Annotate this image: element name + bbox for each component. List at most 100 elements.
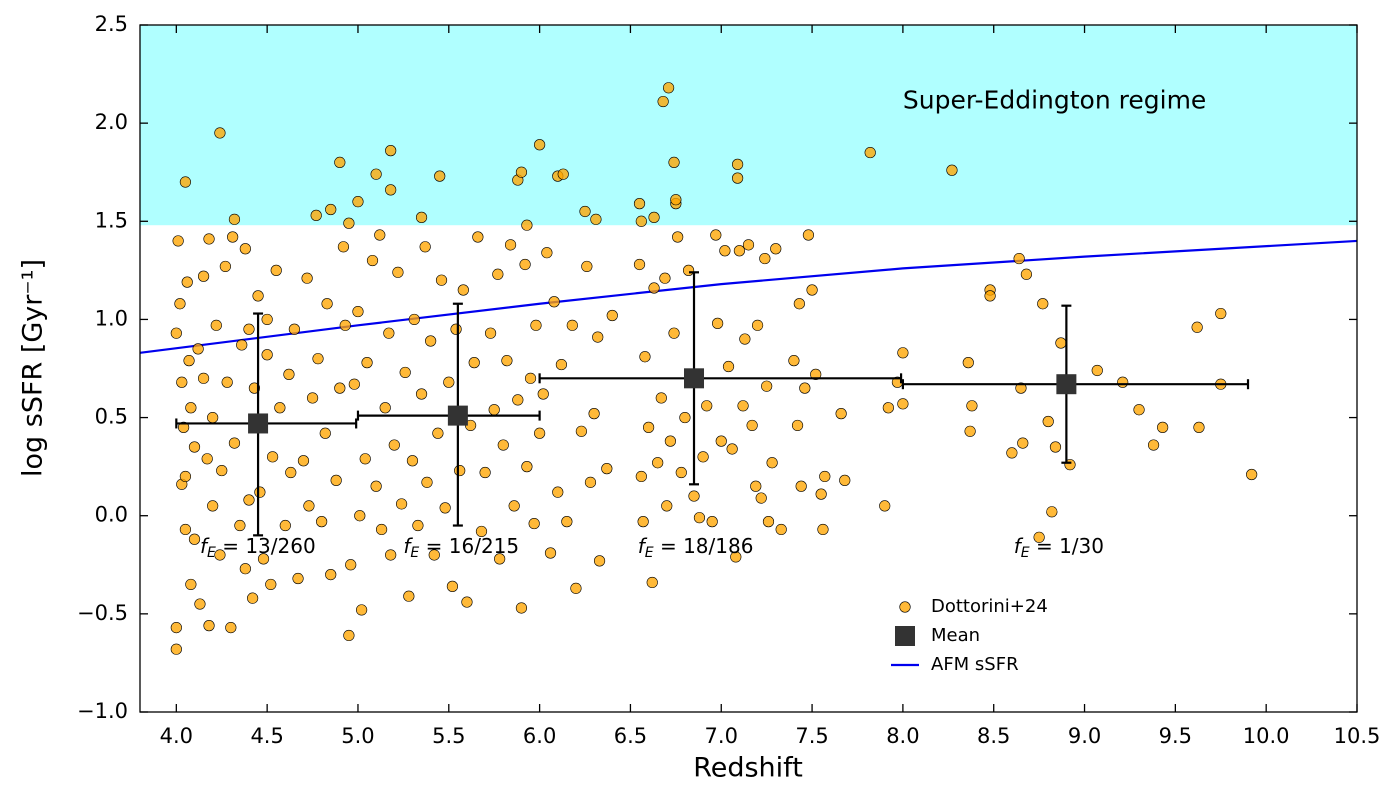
- data-point: [806, 284, 818, 296]
- data-point: [385, 145, 397, 157]
- annotation: fE = 18/186: [638, 534, 754, 562]
- data-point: [403, 590, 415, 602]
- data-point: [219, 260, 231, 273]
- data-point: [508, 500, 520, 512]
- data-point: [383, 327, 395, 339]
- data-point: [334, 156, 346, 168]
- data-point: [197, 372, 210, 384]
- data-point: [210, 319, 222, 331]
- data-point: [385, 184, 397, 196]
- data-point: [1246, 468, 1258, 481]
- data-point: [428, 549, 440, 561]
- annotation: fE = 16/215: [403, 534, 519, 562]
- data-point: [788, 355, 800, 367]
- data-point: [637, 516, 649, 528]
- data-point: [348, 378, 360, 390]
- data-point: [421, 476, 433, 488]
- data-point: [176, 376, 188, 388]
- data-point: [810, 368, 822, 380]
- data-point: [1117, 376, 1129, 388]
- data-point: [710, 229, 722, 241]
- data-point: [530, 319, 542, 331]
- data-point: [701, 400, 713, 412]
- data-point: [581, 260, 593, 273]
- annotation-symbol: f: [1014, 534, 1024, 558]
- data-point: [742, 239, 755, 251]
- data-point: [197, 270, 210, 282]
- data-point: [635, 215, 647, 227]
- data-point: [592, 331, 604, 343]
- data-point: [228, 213, 241, 225]
- data-point: [504, 239, 517, 251]
- data-point: [575, 425, 587, 437]
- data-point: [399, 366, 411, 379]
- data-point: [1033, 531, 1045, 543]
- y-tick-label: −0.5: [77, 601, 128, 625]
- data-point: [170, 621, 182, 634]
- data-point: [279, 519, 291, 532]
- data-point: [392, 266, 404, 278]
- data-point: [310, 209, 322, 221]
- data-point: [662, 82, 675, 94]
- data-point: [434, 170, 446, 182]
- data-point: [188, 533, 201, 545]
- data-point: [657, 95, 669, 108]
- data-point: [361, 357, 373, 369]
- data-point: [697, 451, 709, 463]
- data-point: [1157, 421, 1169, 433]
- data-point: [668, 156, 680, 168]
- data-point: [192, 343, 204, 355]
- data-point: [661, 500, 673, 512]
- data-point: [185, 402, 197, 414]
- data-point: [497, 439, 509, 451]
- data-point: [221, 376, 233, 388]
- data-point: [633, 258, 646, 271]
- data-point: [492, 268, 504, 280]
- data-point: [1020, 268, 1033, 280]
- data-point: [548, 296, 560, 308]
- data-point: [354, 510, 366, 522]
- data-point: [570, 582, 582, 594]
- data-point: [1133, 404, 1145, 416]
- data-point: [746, 419, 758, 432]
- data-point: [472, 231, 484, 243]
- data-point: [750, 480, 762, 492]
- data-point: [216, 464, 228, 477]
- data-point: [312, 353, 324, 365]
- data-point: [1049, 441, 1062, 453]
- annotation-subscript: E: [1021, 545, 1030, 561]
- data-point: [639, 351, 651, 363]
- data-point: [379, 402, 391, 414]
- x-tick-label: 7.5: [795, 724, 828, 748]
- data-point: [479, 466, 491, 479]
- data-point: [762, 516, 775, 528]
- data-point: [425, 335, 437, 347]
- data-point: [185, 578, 197, 591]
- data-point: [330, 474, 342, 486]
- data-point: [534, 427, 546, 439]
- annotation: fE = 13/260: [200, 534, 316, 562]
- data-point: [408, 313, 420, 326]
- data-point: [839, 474, 851, 486]
- y-tick-label: 2.5: [95, 12, 128, 36]
- data-point: [835, 408, 847, 420]
- data-point: [579, 205, 591, 218]
- x-tick-label: 9.5: [1159, 724, 1192, 748]
- data-point: [515, 166, 528, 178]
- data-point: [261, 313, 273, 326]
- data-point: [207, 411, 219, 424]
- x-tick-label: 10.5: [1334, 724, 1381, 748]
- data-point: [415, 388, 428, 400]
- x-tick-label: 4.0: [160, 724, 193, 748]
- data-point: [183, 355, 195, 367]
- data-point: [715, 435, 727, 447]
- mean-marker: [248, 413, 269, 434]
- data-point: [524, 372, 537, 384]
- data-point: [541, 247, 553, 259]
- data-point: [225, 621, 237, 634]
- data-point: [388, 439, 400, 451]
- data-point: [227, 231, 239, 243]
- data-point: [537, 388, 549, 400]
- data-point: [419, 241, 431, 253]
- data-point: [1215, 307, 1227, 320]
